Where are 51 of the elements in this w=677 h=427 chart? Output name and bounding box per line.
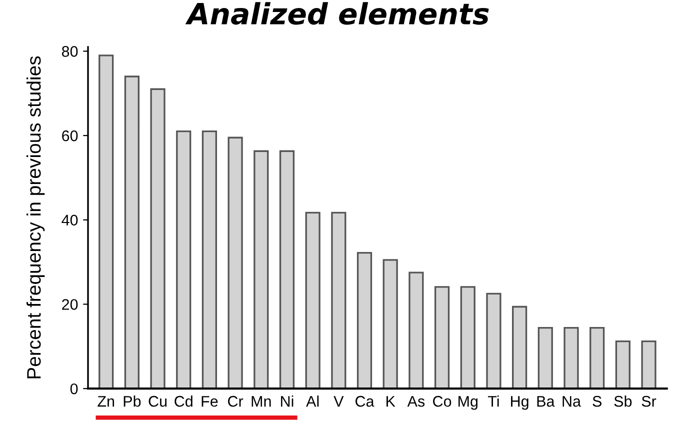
bar (331, 212, 346, 389)
x-tick-label: Zn (98, 396, 114, 407)
bar (382, 259, 398, 389)
x-tick-label: K (386, 396, 396, 407)
y-axis-title: Percent frequency in previous studies (26, 56, 45, 378)
bar (254, 150, 269, 389)
bar (512, 306, 528, 389)
x-tick-label: Hg (511, 396, 528, 410)
bar (279, 150, 295, 389)
x-tick-label: Ca (356, 396, 374, 407)
x-tick-label: Al (306, 396, 319, 407)
x-tick-label: Mn (252, 396, 271, 407)
bar (486, 292, 502, 389)
bar (176, 130, 192, 389)
y-tick-label: 60 (62, 130, 78, 142)
y-tick-label: 40 (62, 214, 78, 226)
bar (305, 212, 320, 389)
bar (538, 327, 553, 389)
bar (124, 76, 140, 389)
bar (564, 327, 579, 389)
x-tick-label: Co (433, 396, 452, 407)
bar (228, 136, 243, 389)
x-tick-label: Sr (642, 396, 656, 407)
x-tick-label: Cd (174, 396, 192, 407)
x-tick-label: Ba (537, 396, 555, 407)
chart-title: Analized elements (185, 2, 489, 25)
x-tick-label: Fe (202, 396, 218, 407)
y-tick-label: 20 (62, 299, 78, 310)
x-tick-label: Ni (281, 396, 294, 407)
x-tick-label: Na (562, 396, 581, 407)
bar (408, 272, 424, 389)
x-tick-label: V (334, 396, 344, 407)
x-tick-label: Ti (488, 396, 499, 407)
x-tick-label: Mg (458, 396, 478, 410)
bar (356, 252, 372, 389)
x-tick-label: Sb (614, 396, 632, 407)
bar (202, 130, 218, 389)
bar (641, 340, 656, 389)
x-tick-label: S (592, 396, 602, 407)
bar (460, 286, 476, 389)
x-tick-label: Cr (228, 396, 244, 407)
y-tick-label: 80 (62, 46, 78, 57)
x-tick-label: Cu (148, 396, 167, 407)
x-tick-label: As (407, 396, 425, 407)
bar (615, 340, 630, 389)
bar (98, 54, 114, 389)
bar (590, 327, 605, 389)
x-tick-label: Pb (124, 396, 141, 407)
bar (150, 88, 166, 389)
bar (434, 286, 450, 389)
y-tick-label: 0 (70, 383, 78, 394)
